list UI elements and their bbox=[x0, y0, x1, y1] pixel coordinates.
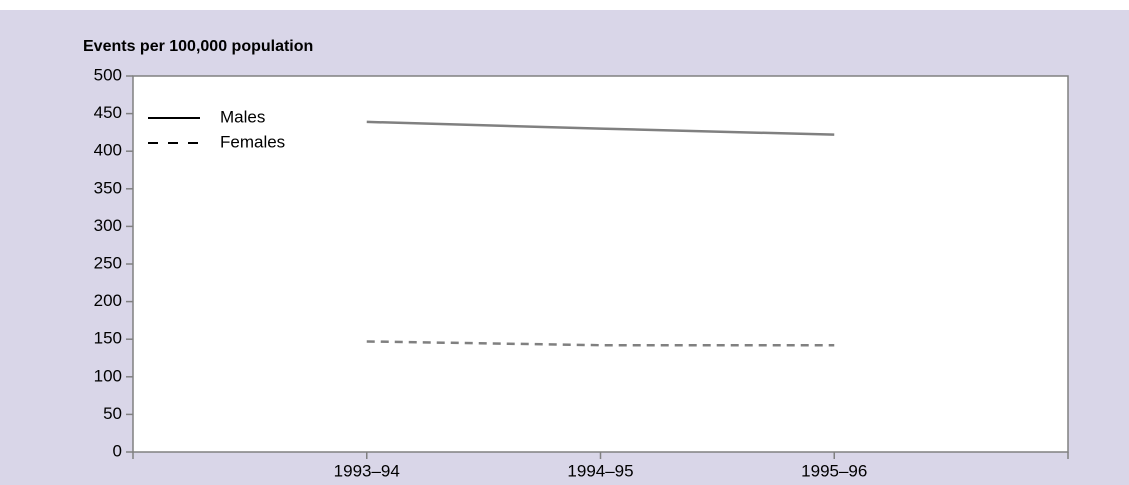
y-axis-title: Events per 100,000 population bbox=[83, 38, 313, 55]
series-line bbox=[366, 120, 835, 136]
y-tick-label: 50 bbox=[103, 404, 122, 423]
legend-label: Males bbox=[220, 107, 265, 126]
y-tick-label: 200 bbox=[94, 291, 122, 310]
x-tick-label: 1994–95 bbox=[567, 461, 633, 480]
y-tick-label: 0 bbox=[113, 441, 122, 460]
x-tick-label: 1995–96 bbox=[801, 461, 867, 480]
y-tick-label: 400 bbox=[94, 141, 122, 160]
series-line bbox=[366, 340, 835, 347]
y-tick-label: 100 bbox=[94, 366, 122, 385]
x-tick-label: 1993–94 bbox=[334, 461, 400, 480]
y-tick-label: 150 bbox=[94, 329, 122, 348]
y-tick-label: 350 bbox=[94, 178, 122, 197]
y-tick-label: 250 bbox=[94, 253, 122, 272]
plot-area bbox=[132, 75, 1069, 453]
legend-label: Females bbox=[220, 132, 285, 151]
y-tick-label: 500 bbox=[94, 65, 122, 84]
y-tick-label: 450 bbox=[94, 103, 122, 122]
y-tick-label: 300 bbox=[94, 216, 122, 235]
